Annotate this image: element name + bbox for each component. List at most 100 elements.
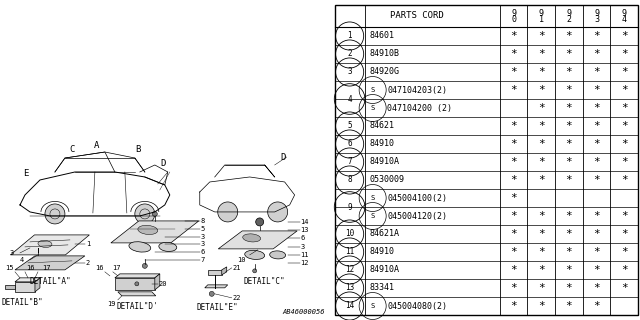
Ellipse shape bbox=[269, 251, 285, 259]
Text: 9: 9 bbox=[348, 203, 352, 212]
Polygon shape bbox=[35, 278, 40, 292]
Text: *: * bbox=[510, 283, 517, 293]
Circle shape bbox=[218, 202, 237, 222]
Text: E: E bbox=[23, 169, 29, 178]
Text: *: * bbox=[538, 265, 545, 275]
Text: 84910: 84910 bbox=[370, 140, 395, 148]
Text: *: * bbox=[593, 157, 600, 167]
Text: *: * bbox=[566, 31, 572, 41]
Text: 5: 5 bbox=[348, 122, 352, 131]
Text: *: * bbox=[538, 283, 545, 293]
Text: *: * bbox=[593, 211, 600, 221]
Text: 84601: 84601 bbox=[370, 31, 395, 41]
Polygon shape bbox=[15, 282, 35, 292]
Text: *: * bbox=[566, 103, 572, 113]
Text: 17: 17 bbox=[113, 265, 121, 271]
Text: *: * bbox=[621, 85, 628, 95]
Text: 4: 4 bbox=[621, 15, 627, 25]
Circle shape bbox=[152, 212, 157, 216]
Text: *: * bbox=[510, 265, 517, 275]
Text: 6: 6 bbox=[201, 249, 205, 255]
Text: 84920G: 84920G bbox=[370, 68, 399, 76]
Text: *: * bbox=[621, 229, 628, 239]
Text: 3: 3 bbox=[594, 15, 599, 25]
Text: 84621A: 84621A bbox=[370, 229, 399, 238]
Text: 14: 14 bbox=[345, 301, 355, 310]
Text: A: A bbox=[94, 141, 100, 150]
Text: 3: 3 bbox=[201, 234, 205, 240]
Text: 22: 22 bbox=[233, 295, 241, 301]
Text: *: * bbox=[566, 247, 572, 257]
Text: *: * bbox=[593, 229, 600, 239]
Text: 12: 12 bbox=[345, 266, 355, 275]
Text: DETAIL"D': DETAIL"D' bbox=[116, 302, 157, 311]
Circle shape bbox=[45, 204, 65, 224]
Text: *: * bbox=[510, 211, 517, 221]
Circle shape bbox=[209, 291, 214, 296]
Text: 10: 10 bbox=[345, 229, 355, 238]
Text: 2: 2 bbox=[348, 50, 352, 59]
Text: *: * bbox=[566, 49, 572, 59]
Text: *: * bbox=[538, 103, 545, 113]
Text: *: * bbox=[538, 139, 545, 149]
Text: 6: 6 bbox=[348, 140, 352, 148]
Text: *: * bbox=[538, 301, 545, 311]
Text: *: * bbox=[593, 85, 600, 95]
Text: *: * bbox=[593, 121, 600, 131]
Polygon shape bbox=[15, 278, 40, 282]
Text: 7: 7 bbox=[201, 257, 205, 263]
Text: *: * bbox=[621, 157, 628, 167]
Text: DETAIL"C": DETAIL"C" bbox=[244, 277, 285, 286]
Text: 84910A: 84910A bbox=[370, 266, 399, 275]
Text: 3: 3 bbox=[301, 244, 305, 250]
Text: 14: 14 bbox=[301, 219, 309, 225]
Text: *: * bbox=[621, 283, 628, 293]
Text: 045004100(2): 045004100(2) bbox=[387, 194, 447, 203]
Text: 1: 1 bbox=[348, 31, 352, 41]
Text: 16: 16 bbox=[26, 265, 34, 271]
Text: *: * bbox=[566, 139, 572, 149]
Text: *: * bbox=[538, 85, 545, 95]
Text: 2: 2 bbox=[86, 260, 90, 266]
Text: DETAIL"A": DETAIL"A" bbox=[29, 277, 71, 286]
Text: *: * bbox=[538, 229, 545, 239]
Text: 3: 3 bbox=[201, 241, 205, 247]
Text: S: S bbox=[371, 105, 375, 111]
Text: *: * bbox=[538, 121, 545, 131]
Text: S: S bbox=[371, 303, 375, 309]
Text: *: * bbox=[621, 247, 628, 257]
Text: *: * bbox=[566, 67, 572, 77]
Text: B: B bbox=[135, 145, 141, 154]
Text: 3: 3 bbox=[348, 68, 352, 76]
Text: *: * bbox=[538, 157, 545, 167]
Text: 21: 21 bbox=[233, 265, 241, 271]
Polygon shape bbox=[5, 285, 15, 289]
Text: 10: 10 bbox=[237, 257, 245, 263]
Polygon shape bbox=[111, 221, 199, 243]
Text: DETAIL"B": DETAIL"B" bbox=[1, 298, 43, 307]
Text: 15: 15 bbox=[6, 265, 14, 271]
Text: *: * bbox=[566, 265, 572, 275]
Circle shape bbox=[268, 202, 287, 222]
Text: *: * bbox=[510, 157, 517, 167]
Text: *: * bbox=[538, 31, 545, 41]
Text: D: D bbox=[160, 159, 166, 168]
Text: *: * bbox=[566, 283, 572, 293]
Text: 11: 11 bbox=[345, 247, 355, 257]
Text: 045004080(2): 045004080(2) bbox=[387, 301, 447, 310]
Text: 84910: 84910 bbox=[370, 247, 395, 257]
Text: 9: 9 bbox=[621, 9, 627, 18]
Text: *: * bbox=[593, 301, 600, 311]
Circle shape bbox=[253, 269, 257, 273]
Text: 20: 20 bbox=[159, 281, 167, 287]
Polygon shape bbox=[118, 292, 156, 296]
Text: 84910B: 84910B bbox=[370, 50, 399, 59]
Text: *: * bbox=[621, 121, 628, 131]
Text: 5: 5 bbox=[201, 226, 205, 232]
Text: *: * bbox=[593, 67, 600, 77]
Polygon shape bbox=[218, 231, 297, 249]
Text: *: * bbox=[566, 211, 572, 221]
Text: 8: 8 bbox=[348, 175, 352, 185]
Text: 9: 9 bbox=[594, 9, 599, 18]
Text: 19: 19 bbox=[108, 301, 116, 307]
